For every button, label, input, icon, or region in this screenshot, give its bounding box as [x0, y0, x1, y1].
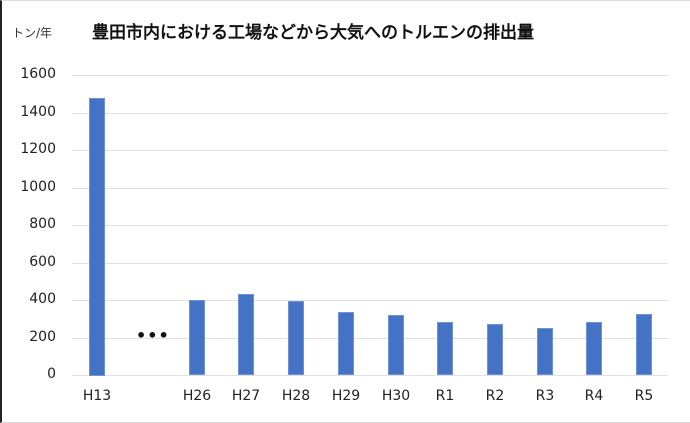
- y-tick-label: 600: [29, 254, 56, 270]
- bar-h29: [338, 312, 354, 375]
- y-tick-label: 800: [29, 216, 56, 232]
- y-tick-label: 1400: [20, 104, 56, 120]
- bar-h26: [189, 300, 205, 375]
- gridline: [72, 150, 668, 151]
- bar-r3: [537, 328, 553, 375]
- gridline: [72, 263, 668, 264]
- bar-r2: [487, 324, 503, 375]
- x-tick-label: H29: [331, 388, 361, 404]
- y-tick-label: 1200: [20, 141, 56, 157]
- x-tick-label: H26: [182, 388, 212, 404]
- y-tick-label: 0: [47, 366, 56, 382]
- x-tick-label: H30: [381, 388, 411, 404]
- y-tick-label: 400: [29, 291, 56, 307]
- bar-h28: [288, 301, 304, 375]
- x-tick-label: H13: [82, 388, 112, 404]
- bar-h30: [388, 315, 404, 375]
- gap-ellipsis: •••: [136, 326, 170, 345]
- x-tick-label: R2: [485, 388, 505, 404]
- gridline: [72, 113, 668, 114]
- x-tick-label: H28: [281, 388, 311, 404]
- gridline: [72, 75, 668, 76]
- x-tick-label: R4: [584, 388, 604, 404]
- bar-r4: [586, 322, 602, 375]
- x-tick-label: H27: [231, 388, 261, 404]
- x-tick-label: R5: [634, 388, 654, 404]
- x-tick-label: R3: [535, 388, 555, 404]
- bar-r1: [437, 322, 453, 375]
- bar-h27: [238, 294, 254, 375]
- gridline: [72, 338, 668, 339]
- gridline: [72, 225, 668, 226]
- bar-r5: [636, 314, 652, 375]
- gridline: [72, 188, 668, 189]
- gridline: [72, 375, 668, 376]
- y-tick-label: 1600: [20, 66, 56, 82]
- y-tick-label: 1000: [20, 179, 56, 195]
- chart-title: 豊田市内における工場などから大気へのトルエンの排出量: [92, 23, 534, 43]
- x-tick-label: R1: [435, 388, 455, 404]
- bar-h13: [89, 98, 105, 376]
- y-axis-unit-label: トン/年: [12, 26, 53, 40]
- gridline: [72, 300, 668, 301]
- y-tick-label: 200: [29, 329, 56, 345]
